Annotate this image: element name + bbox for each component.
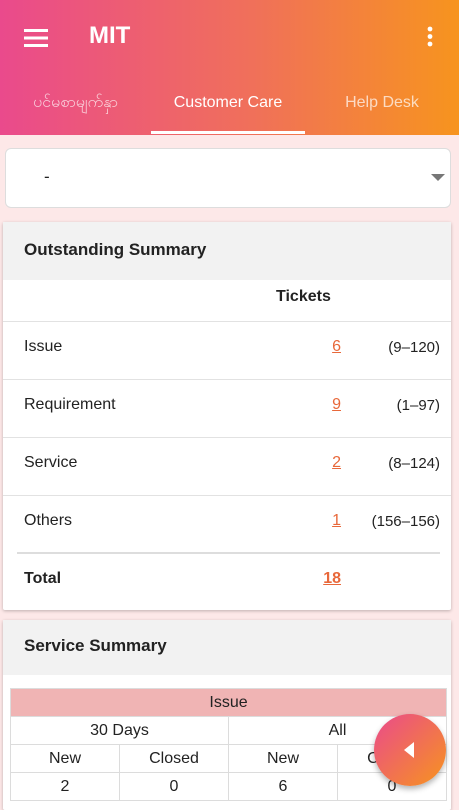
divider <box>3 437 451 438</box>
fab[interactable] <box>374 714 446 786</box>
row-count[interactable]: 9 <box>332 396 341 413</box>
app-title: MIT <box>89 22 131 49</box>
card-title: Outstanding Summary <box>3 222 451 280</box>
divider <box>17 552 440 554</box>
outstanding-card: Outstanding Summary Tickets Issue 6 (9–120… <box>3 222 451 610</box>
fab-icon <box>404 742 414 758</box>
column-header: New <box>228 744 338 773</box>
dropdown-value: - <box>44 167 50 186</box>
cell-value: 2 <box>10 772 120 801</box>
row-range: (8–124) <box>388 455 440 472</box>
row-label: Others <box>24 512 73 529</box>
column-header: Closed <box>119 744 229 773</box>
row-label: Issue <box>24 338 63 355</box>
total-label: Total <box>24 570 62 587</box>
row-range: (156–156) <box>371 513 440 530</box>
row-range: (9–120) <box>388 339 440 356</box>
group-header: Issue <box>10 688 447 717</box>
row-label: Requirement <box>24 396 116 413</box>
dropdown-arrow <box>431 174 445 181</box>
divider <box>3 321 451 322</box>
divider <box>3 495 451 496</box>
row-label: Service <box>24 454 78 471</box>
menu-icon[interactable] <box>24 27 50 49</box>
total-count[interactable]: 18 <box>323 570 341 587</box>
tab[interactable]: ပင်မစာမျက်နှာ <box>33 94 118 111</box>
card-title: Service Summary <box>3 620 451 675</box>
service-card: Service Summary Issue 30 Days All New Clos… <box>3 620 451 810</box>
period: 30 Days <box>10 716 229 745</box>
row-count[interactable]: 1 <box>332 512 341 529</box>
cell-value: 6 <box>228 772 338 801</box>
dropdown[interactable]: - <box>5 148 451 208</box>
column-header: New <box>10 744 120 773</box>
app-bar: MIT ပင်မစာမျက်နှာ Customer Care Help Des… <box>0 0 459 135</box>
tab[interactable]: Help Desk <box>345 94 419 111</box>
tab[interactable]: Customer Care <box>173 94 283 111</box>
row-count[interactable]: 6 <box>332 338 341 355</box>
column-header: Tickets <box>276 288 331 305</box>
more-icon[interactable] <box>424 25 436 49</box>
row-range: (1–97) <box>396 397 440 414</box>
cell-value: 0 <box>119 772 229 801</box>
tab-indicator <box>151 131 305 134</box>
row-count[interactable]: 2 <box>332 454 341 471</box>
divider <box>3 379 451 380</box>
